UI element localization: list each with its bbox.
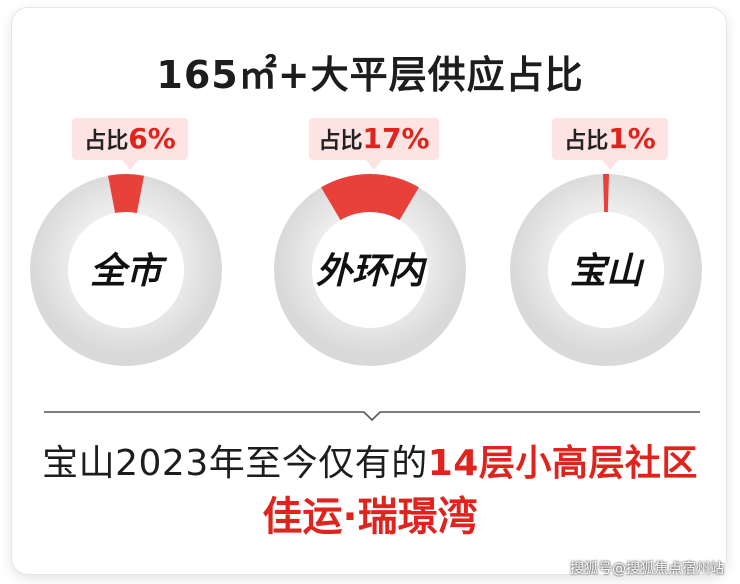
- badge-pointer: [122, 160, 138, 170]
- badge-box: [552, 118, 668, 160]
- badge-prefix: 占比: [84, 129, 128, 154]
- donut-hole: [69, 213, 183, 327]
- donut-hole: [549, 213, 663, 327]
- value-label: 1%: [608, 122, 656, 155]
- value-label: 17%: [362, 122, 429, 155]
- value-label: 6%: [128, 122, 176, 155]
- badge-box: [309, 118, 439, 160]
- donut-1: 外环内 占比17%: [274, 118, 466, 366]
- donut-category-label: 外环内: [316, 251, 428, 292]
- donut-category-label: 宝山: [570, 251, 645, 292]
- badge-prefix: 占比: [318, 129, 362, 154]
- donut-slice: [321, 173, 419, 221]
- project-name: 佳运·瑞璟湾: [262, 494, 478, 540]
- donut-2: 宝山 占比1%: [510, 118, 702, 366]
- donut-category-label: 全市: [90, 251, 168, 292]
- badge-box: [72, 118, 188, 160]
- donut-0: 全市 占比6%: [30, 118, 222, 366]
- summary-highlight: 14层小高层社区: [427, 443, 698, 484]
- badge-pointer: [366, 160, 382, 170]
- watermark: 搜狐号@搜狐焦点宿州站: [570, 561, 724, 577]
- badge-label: 占比1%: [564, 122, 656, 155]
- donut-slice: [108, 173, 144, 214]
- donut-slice: [602, 174, 610, 213]
- badge-pointer: [602, 160, 618, 170]
- badge-label: 占比17%: [318, 122, 429, 155]
- badge-prefix: 占比: [564, 129, 608, 154]
- badge-label: 占比6%: [84, 122, 176, 155]
- chart-title: 165㎡+大平层供应占比: [156, 53, 584, 97]
- summary-line: 宝山2023年至今仅有的14层小高层社区: [0, 434, 740, 486]
- donut-hole: [313, 213, 427, 327]
- summary-prefix: 宝山2023年至今仅有的: [42, 443, 428, 484]
